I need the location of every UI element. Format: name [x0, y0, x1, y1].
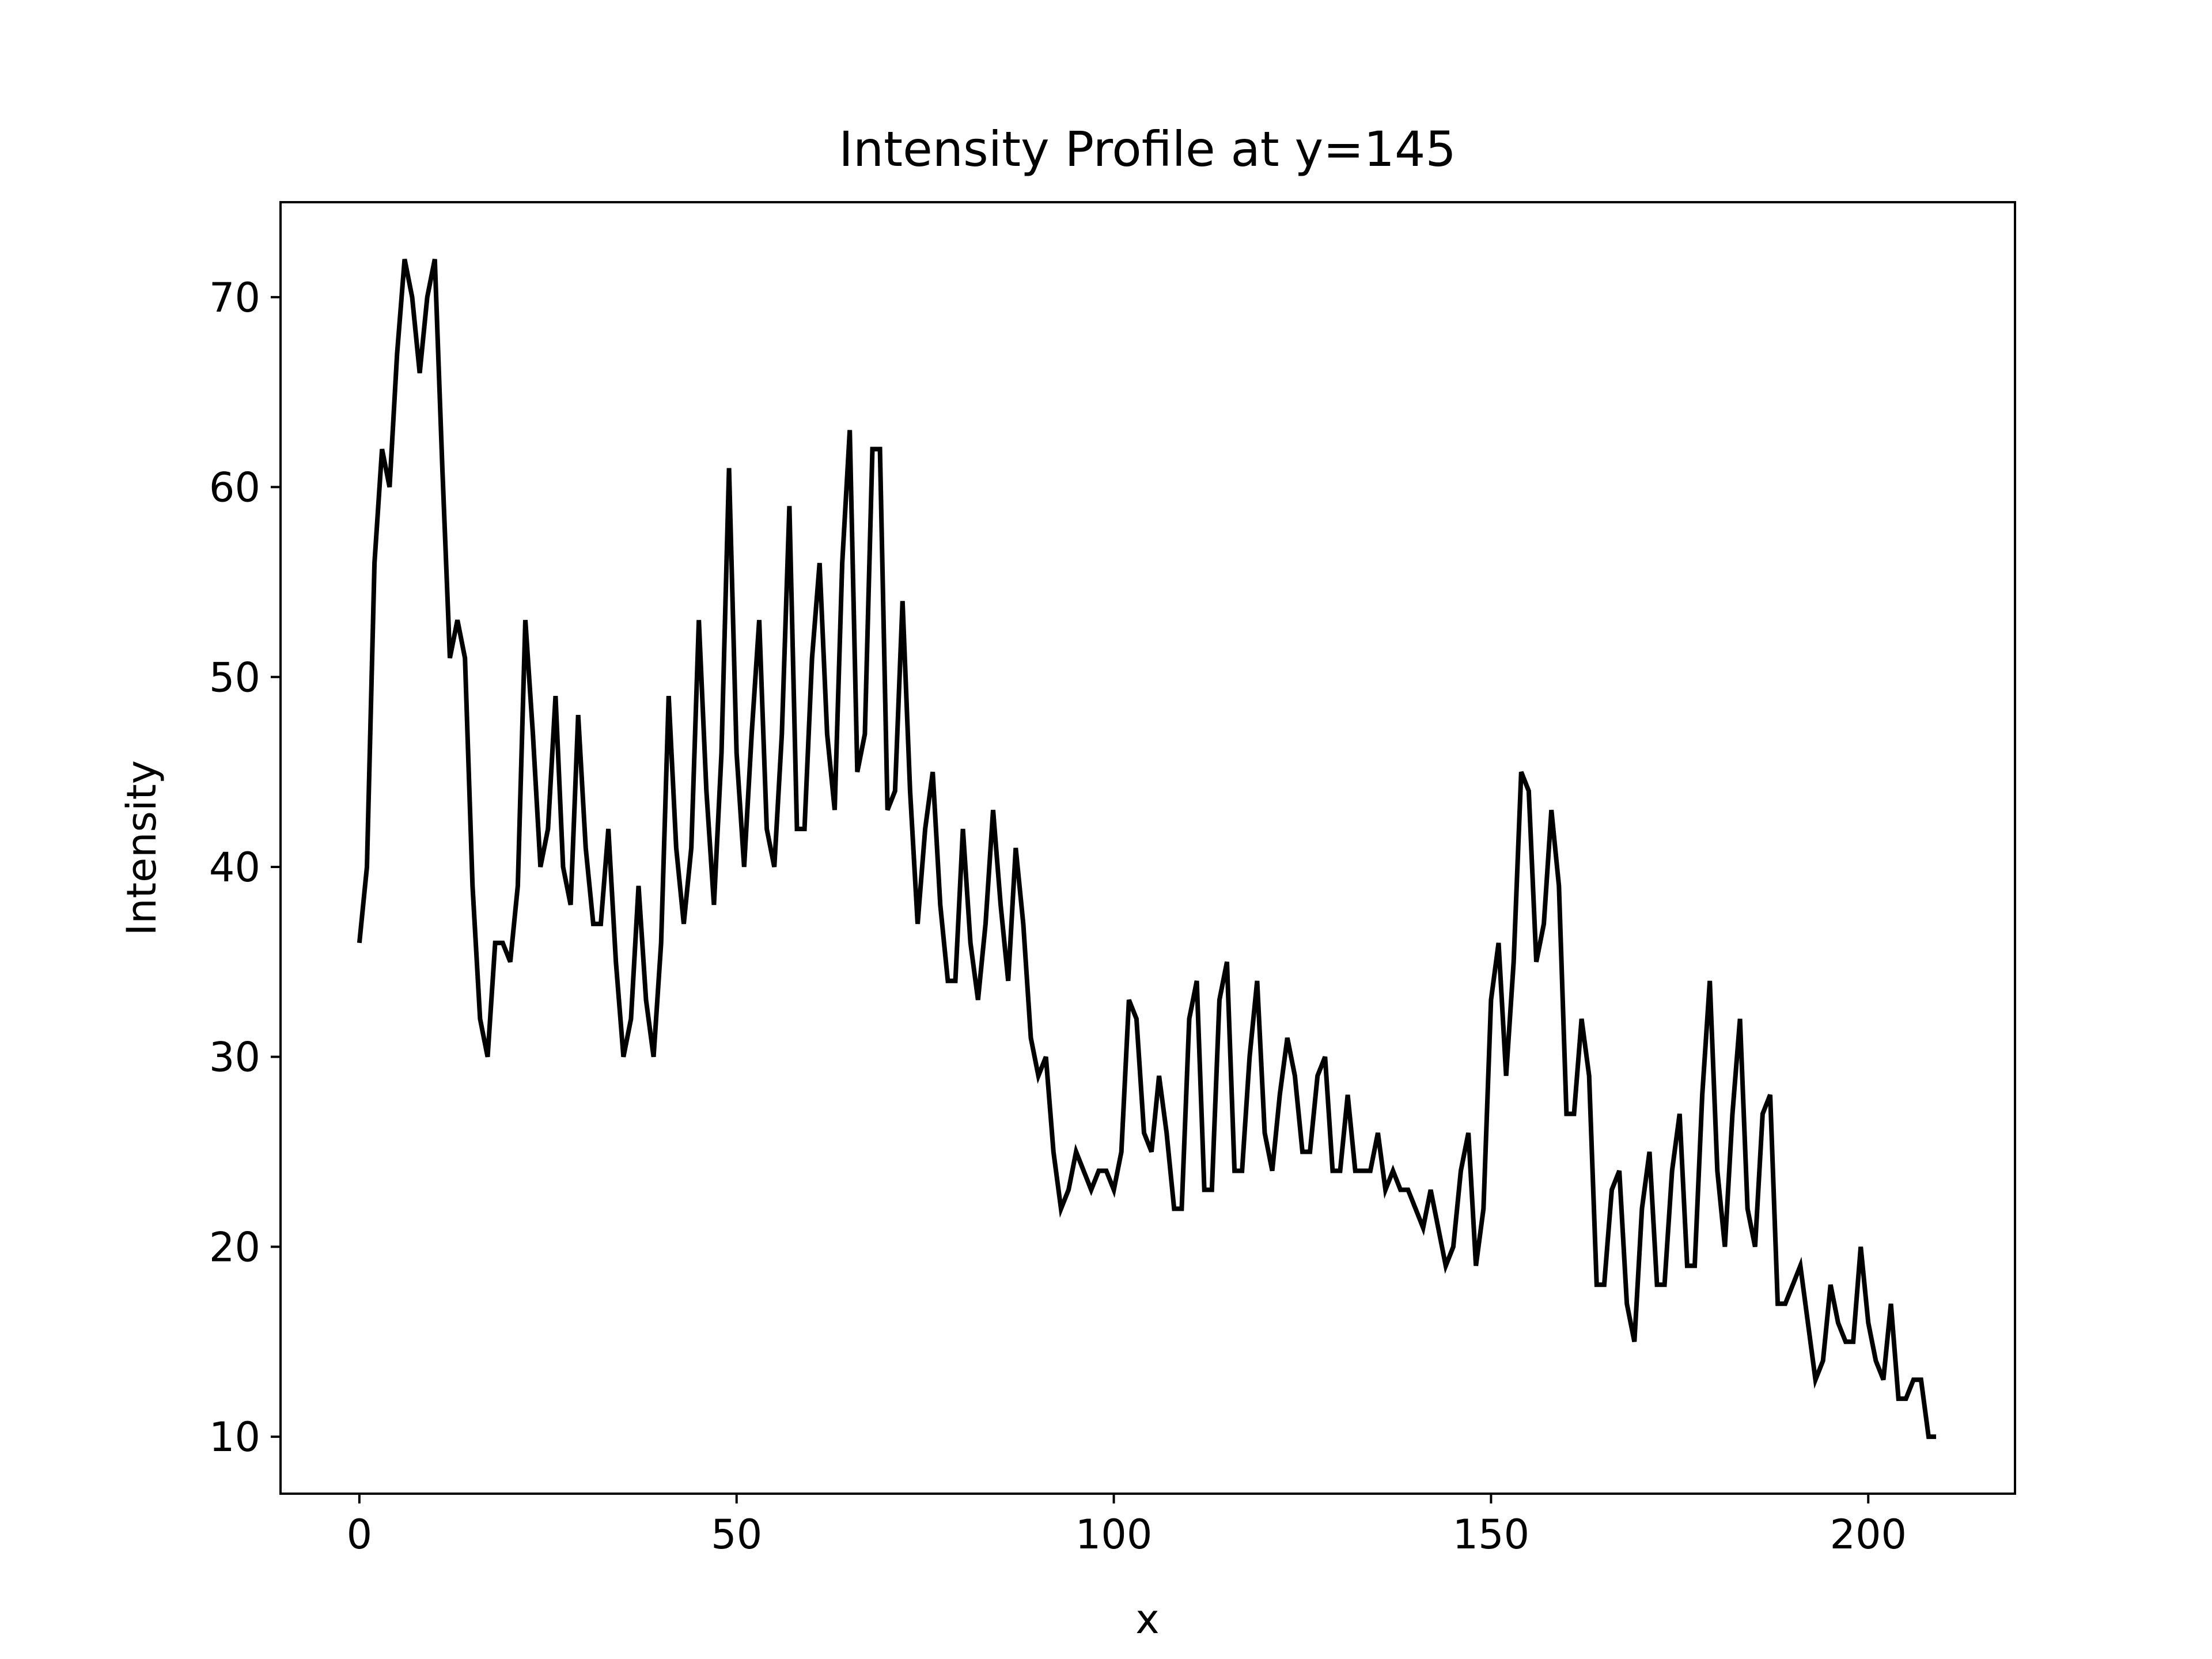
x-axis-ticks: 0 50 100 150 200	[347, 1494, 1907, 1558]
y-tick-label: 30	[209, 1034, 260, 1081]
x-tick-label: 150	[1453, 1511, 1530, 1558]
axes-frame	[279, 201, 2016, 1495]
series-line-0	[357, 259, 1937, 1440]
y-axis-label: Intensity	[118, 760, 165, 936]
x-tick-label: 100	[1075, 1511, 1153, 1558]
y-tick-label: 40	[209, 844, 260, 891]
x-axis-label: x	[1135, 1596, 1159, 1643]
plot-area	[357, 259, 1937, 1440]
y-tick-label: 60	[209, 464, 260, 512]
y-axis-ticks: 10 20 30 40 50 60 70	[209, 274, 281, 1461]
chart-title: Intensity Profile at y=145	[839, 121, 1456, 177]
x-tick-label: 50	[711, 1511, 762, 1558]
y-tick-label: 10	[209, 1414, 260, 1461]
x-tick-label: 200	[1830, 1511, 1907, 1558]
y-tick-label: 20	[209, 1224, 260, 1271]
x-tick-label: 0	[347, 1511, 373, 1558]
y-tick-label: 50	[209, 654, 260, 701]
y-tick-label: 70	[209, 274, 260, 321]
